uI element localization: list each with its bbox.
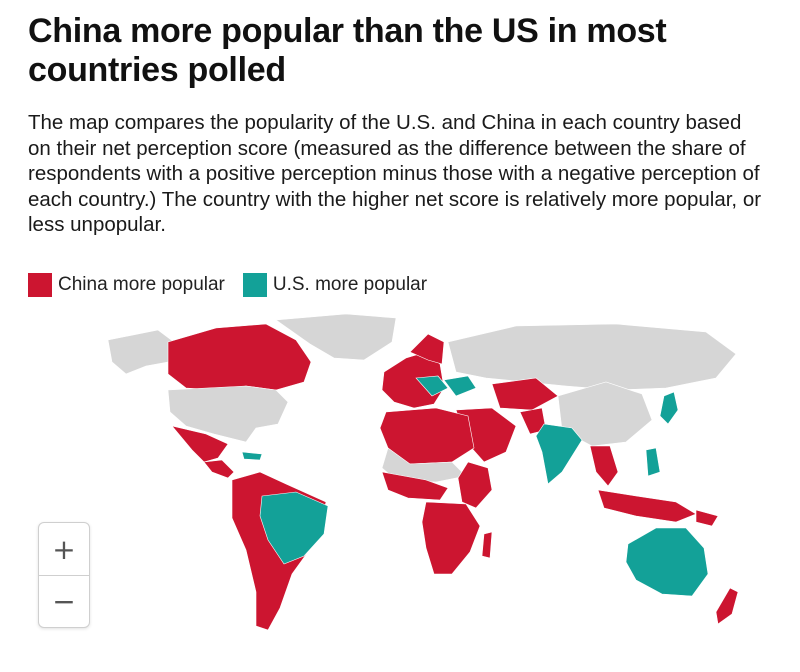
region-caribbean[interactable] xyxy=(241,451,263,461)
world-map[interactable] xyxy=(96,312,756,652)
region-east-africa[interactable] xyxy=(457,461,493,509)
zoom-in-button[interactable]: + xyxy=(39,523,89,576)
region-alaska xyxy=(107,329,175,375)
legend-item-china: China more popular xyxy=(28,273,225,297)
region-central-asia[interactable] xyxy=(491,377,559,411)
region-mexico[interactable] xyxy=(171,425,229,463)
region-brazil[interactable] xyxy=(259,491,329,565)
region-central-europe[interactable] xyxy=(415,375,449,397)
page-subtitle: The map compares the popularity of the U… xyxy=(28,111,762,236)
region-europe-west[interactable] xyxy=(381,351,445,409)
map-regions xyxy=(107,313,739,631)
region-japan[interactable] xyxy=(659,391,679,425)
region-india[interactable] xyxy=(535,423,583,485)
region-australia[interactable] xyxy=(625,527,709,597)
legend-swatch-china xyxy=(28,273,52,297)
legend-label-us: U.S. more popular xyxy=(272,274,428,295)
legend-swatch-us xyxy=(242,273,267,297)
region-png[interactable] xyxy=(695,509,719,527)
region-central-america[interactable] xyxy=(203,459,235,479)
region-sahel xyxy=(381,447,467,483)
legend: China more popular U.S. more popular xyxy=(28,272,445,298)
zoom-control: + − xyxy=(38,522,90,628)
legend-label-china: China more popular xyxy=(58,274,225,295)
region-madagascar[interactable] xyxy=(481,531,493,559)
region-greenland xyxy=(275,313,397,361)
region-west-africa[interactable] xyxy=(381,471,449,501)
legend-item-us: U.S. more popular xyxy=(242,273,428,297)
region-canada[interactable] xyxy=(167,323,312,391)
region-southern-africa[interactable] xyxy=(421,501,481,575)
region-russia xyxy=(447,323,737,391)
zoom-out-button[interactable]: − xyxy=(52,584,76,618)
region-ukraine[interactable] xyxy=(443,375,477,397)
region-usa xyxy=(167,385,289,443)
region-philippines[interactable] xyxy=(645,447,661,477)
region-new-zealand[interactable] xyxy=(715,587,739,625)
region-southeast-asia[interactable] xyxy=(589,445,619,487)
region-indonesia[interactable] xyxy=(597,489,697,523)
region-scandinavia[interactable] xyxy=(409,333,445,365)
page-title: China more popular than the US in most c… xyxy=(28,12,667,89)
